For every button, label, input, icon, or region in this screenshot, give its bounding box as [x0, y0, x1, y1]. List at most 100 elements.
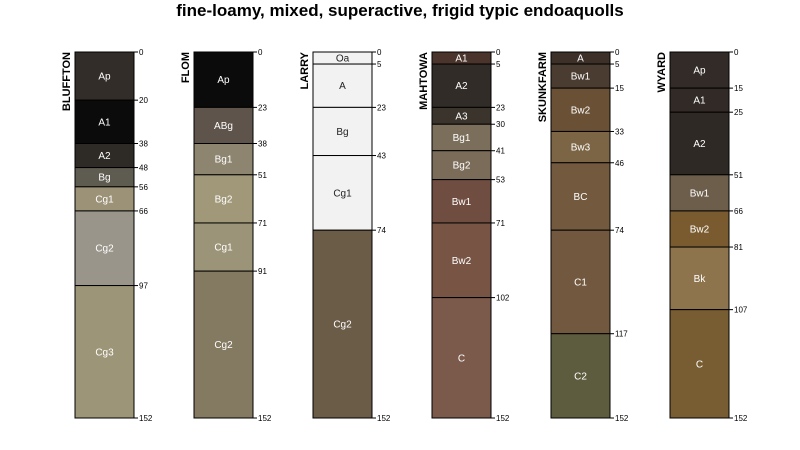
- horizon-block: [431, 63, 492, 108]
- profile-name: LARRY: [299, 51, 311, 89]
- horizon-block: [550, 130, 611, 164]
- depth-label: 53: [496, 176, 505, 185]
- horizon-label: C1: [574, 277, 587, 288]
- horizon-label: C2: [574, 371, 587, 382]
- depth-label: 25: [734, 108, 743, 117]
- depth-label: 0: [734, 48, 739, 57]
- depth-label: 152: [258, 414, 272, 423]
- horizon-label: A: [577, 54, 584, 65]
- depth-label: 23: [496, 103, 505, 112]
- horizon-block: [669, 246, 730, 311]
- horizon-block: [431, 150, 492, 181]
- depth-label: 91: [258, 267, 267, 276]
- depth-label: 48: [139, 164, 148, 173]
- profile-name: FLOM: [180, 52, 192, 83]
- horizon-label: Bw1: [452, 197, 472, 208]
- horizon-label: Bw2: [690, 224, 710, 235]
- depth-label: 15: [734, 84, 743, 93]
- depth-label: 41: [496, 147, 505, 156]
- horizon-label: Bw2: [571, 105, 591, 116]
- depth-label: 38: [139, 140, 148, 149]
- horizon-label: Oa: [336, 54, 350, 65]
- horizon-label: C: [696, 359, 703, 370]
- horizon-block: [74, 143, 135, 169]
- horizon-block: [193, 51, 254, 108]
- horizon-label: A2: [455, 81, 468, 92]
- horizon-block: [550, 162, 611, 231]
- depth-label: 152: [139, 414, 153, 423]
- horizon-block: [74, 51, 135, 101]
- depth-label: 81: [734, 243, 743, 252]
- soil-profile: WYARD Ap A1 A2 Bw1 Bw2 Bk C 0 15 25 51 66 81 107 152: [656, 48, 748, 423]
- depth-label: 23: [377, 103, 386, 112]
- horizon-block: [193, 143, 254, 176]
- horizon-label: Bg1: [453, 133, 471, 144]
- depth-label: 102: [496, 294, 510, 303]
- horizon-label: ABg: [214, 121, 233, 132]
- depth-label: 23: [258, 103, 267, 112]
- depth-label: 97: [139, 282, 148, 291]
- horizon-block: [550, 333, 611, 419]
- horizon-label: Bw1: [571, 72, 591, 83]
- figure-title: fine-loamy, mixed, superactive, frigid t…: [176, 1, 624, 20]
- depth-label: 74: [377, 226, 386, 235]
- horizon-label: Bw2: [452, 256, 472, 267]
- horizon-label: Bg: [98, 173, 110, 184]
- depth-label: 33: [615, 127, 624, 136]
- horizon-label: C: [458, 353, 465, 364]
- profile-name: BLUFFTON: [61, 52, 73, 111]
- horizon-block: [193, 270, 254, 419]
- depth-label: 74: [615, 226, 624, 235]
- depth-label: 71: [496, 219, 505, 228]
- depth-label: 0: [496, 48, 501, 57]
- horizon-label: Cg3: [95, 347, 114, 358]
- horizon-block: [74, 285, 135, 419]
- horizon-label: Ap: [693, 66, 706, 77]
- horizon-label: Bg1: [215, 155, 233, 166]
- horizon-label: Cg2: [333, 320, 352, 331]
- depth-label: 46: [615, 159, 624, 168]
- depth-label: 152: [496, 414, 510, 423]
- horizon-label: A2: [98, 151, 111, 162]
- horizon-block: [669, 309, 730, 419]
- depth-label: 152: [734, 414, 748, 423]
- depth-label: 5: [615, 60, 620, 69]
- horizon-block: [550, 229, 611, 335]
- depth-label: 71: [258, 219, 267, 228]
- horizon-block: [193, 174, 254, 224]
- depth-label: 117: [615, 330, 628, 339]
- horizon-label: Bg2: [453, 161, 471, 172]
- horizon-label: A2: [693, 139, 706, 150]
- depth-label: 56: [139, 183, 148, 192]
- soil-profile: FLOM Ap ABg Bg1 Bg2 Cg1 Cg2 0 23 38 51 71 91 152: [180, 48, 272, 423]
- depth-label: 38: [258, 140, 267, 149]
- horizon-block: [669, 174, 730, 212]
- horizon-label: A1: [693, 96, 706, 107]
- horizon-label: Ap: [217, 75, 230, 86]
- horizon-block: [669, 111, 730, 176]
- horizon-label: Bg: [336, 127, 348, 138]
- horizon-block: [312, 229, 373, 419]
- depth-label: 51: [734, 171, 743, 180]
- horizon-label: Bk: [694, 274, 707, 285]
- horizon-label: Cg1: [214, 243, 233, 254]
- horizon-block: [431, 179, 492, 224]
- soil-profile: MAHTOWA A1 A2 A3 Bg1 Bg2 Bw1 Bw2 C 0 5 23 30 41 53 71 10…: [418, 48, 510, 423]
- horizon-label: Bw3: [571, 143, 591, 154]
- profile-name: MAHTOWA: [418, 52, 430, 110]
- soil-profile: BLUFFTON Ap A1 A2 Bg Cg1 Cg2 Cg3 0 20 38 48 56 66 97 15…: [61, 48, 153, 423]
- horizon-label: A: [339, 81, 346, 92]
- horizon-label: Cg2: [214, 340, 233, 351]
- profile-name: SKUNKFARM: [537, 52, 549, 122]
- depth-label: 20: [139, 96, 148, 105]
- horizon-label: A1: [455, 54, 468, 65]
- depth-label: 66: [139, 207, 148, 216]
- horizon-label: A1: [98, 117, 111, 128]
- depth-label: 66: [734, 207, 743, 216]
- depth-label: 5: [377, 60, 382, 69]
- depth-label: 15: [615, 84, 624, 93]
- depth-label: 0: [139, 48, 144, 57]
- depth-label: 152: [615, 414, 629, 423]
- depth-label: 43: [377, 152, 386, 161]
